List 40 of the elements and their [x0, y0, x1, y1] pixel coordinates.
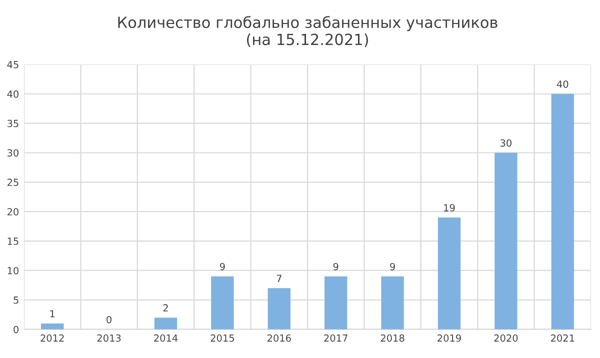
x-tick-label: 2012: [40, 334, 64, 342]
chart-title: Количество глобально забаненных участников (на 15.12.2021): [118, 16, 498, 48]
y-tick-label: 35: [8, 120, 18, 128]
data-label: 1: [50, 310, 55, 318]
x-tick-label: 2019: [438, 334, 461, 342]
x-tick-label: 2016: [267, 334, 291, 342]
data-label: 9: [333, 262, 338, 270]
y-tick-label: 25: [7, 178, 18, 186]
data-label: 0: [106, 316, 112, 324]
x-tick-label: 2021: [550, 334, 574, 342]
bar: [438, 218, 461, 330]
y-tick-label: 45: [7, 61, 18, 68]
bar: [381, 276, 404, 330]
bar: [494, 152, 518, 330]
bar: [324, 276, 348, 330]
data-label: 9: [390, 262, 395, 270]
data-label: 19: [444, 204, 455, 212]
y-tick-label: 0: [14, 326, 18, 334]
x-tick-label: 2020: [494, 334, 518, 342]
bar: [551, 94, 574, 330]
x-tick-label: 2014: [154, 334, 178, 342]
y-tick-label: 20: [7, 208, 18, 216]
data-label: 7: [276, 274, 282, 282]
y-tick-label: 5: [14, 296, 18, 304]
y-tick-label: 30: [8, 149, 18, 157]
data-label: 30: [500, 139, 512, 147]
data-label: 40: [556, 80, 568, 88]
bar: [211, 276, 234, 330]
bar: [268, 288, 290, 330]
y-tick-label: 15: [8, 238, 18, 245]
data-label: 9: [220, 262, 225, 270]
x-tick-label: 2017: [324, 334, 348, 342]
bar: [154, 318, 178, 330]
bar: [41, 323, 64, 330]
y-tick-label: 40: [7, 90, 18, 98]
x-tick-label: 2013: [97, 334, 121, 342]
data-label: 2: [163, 304, 168, 312]
x-tick-label: 2015: [210, 334, 234, 342]
y-tick-label: 10: [8, 266, 18, 274]
x-tick-label: 2018: [380, 334, 404, 342]
